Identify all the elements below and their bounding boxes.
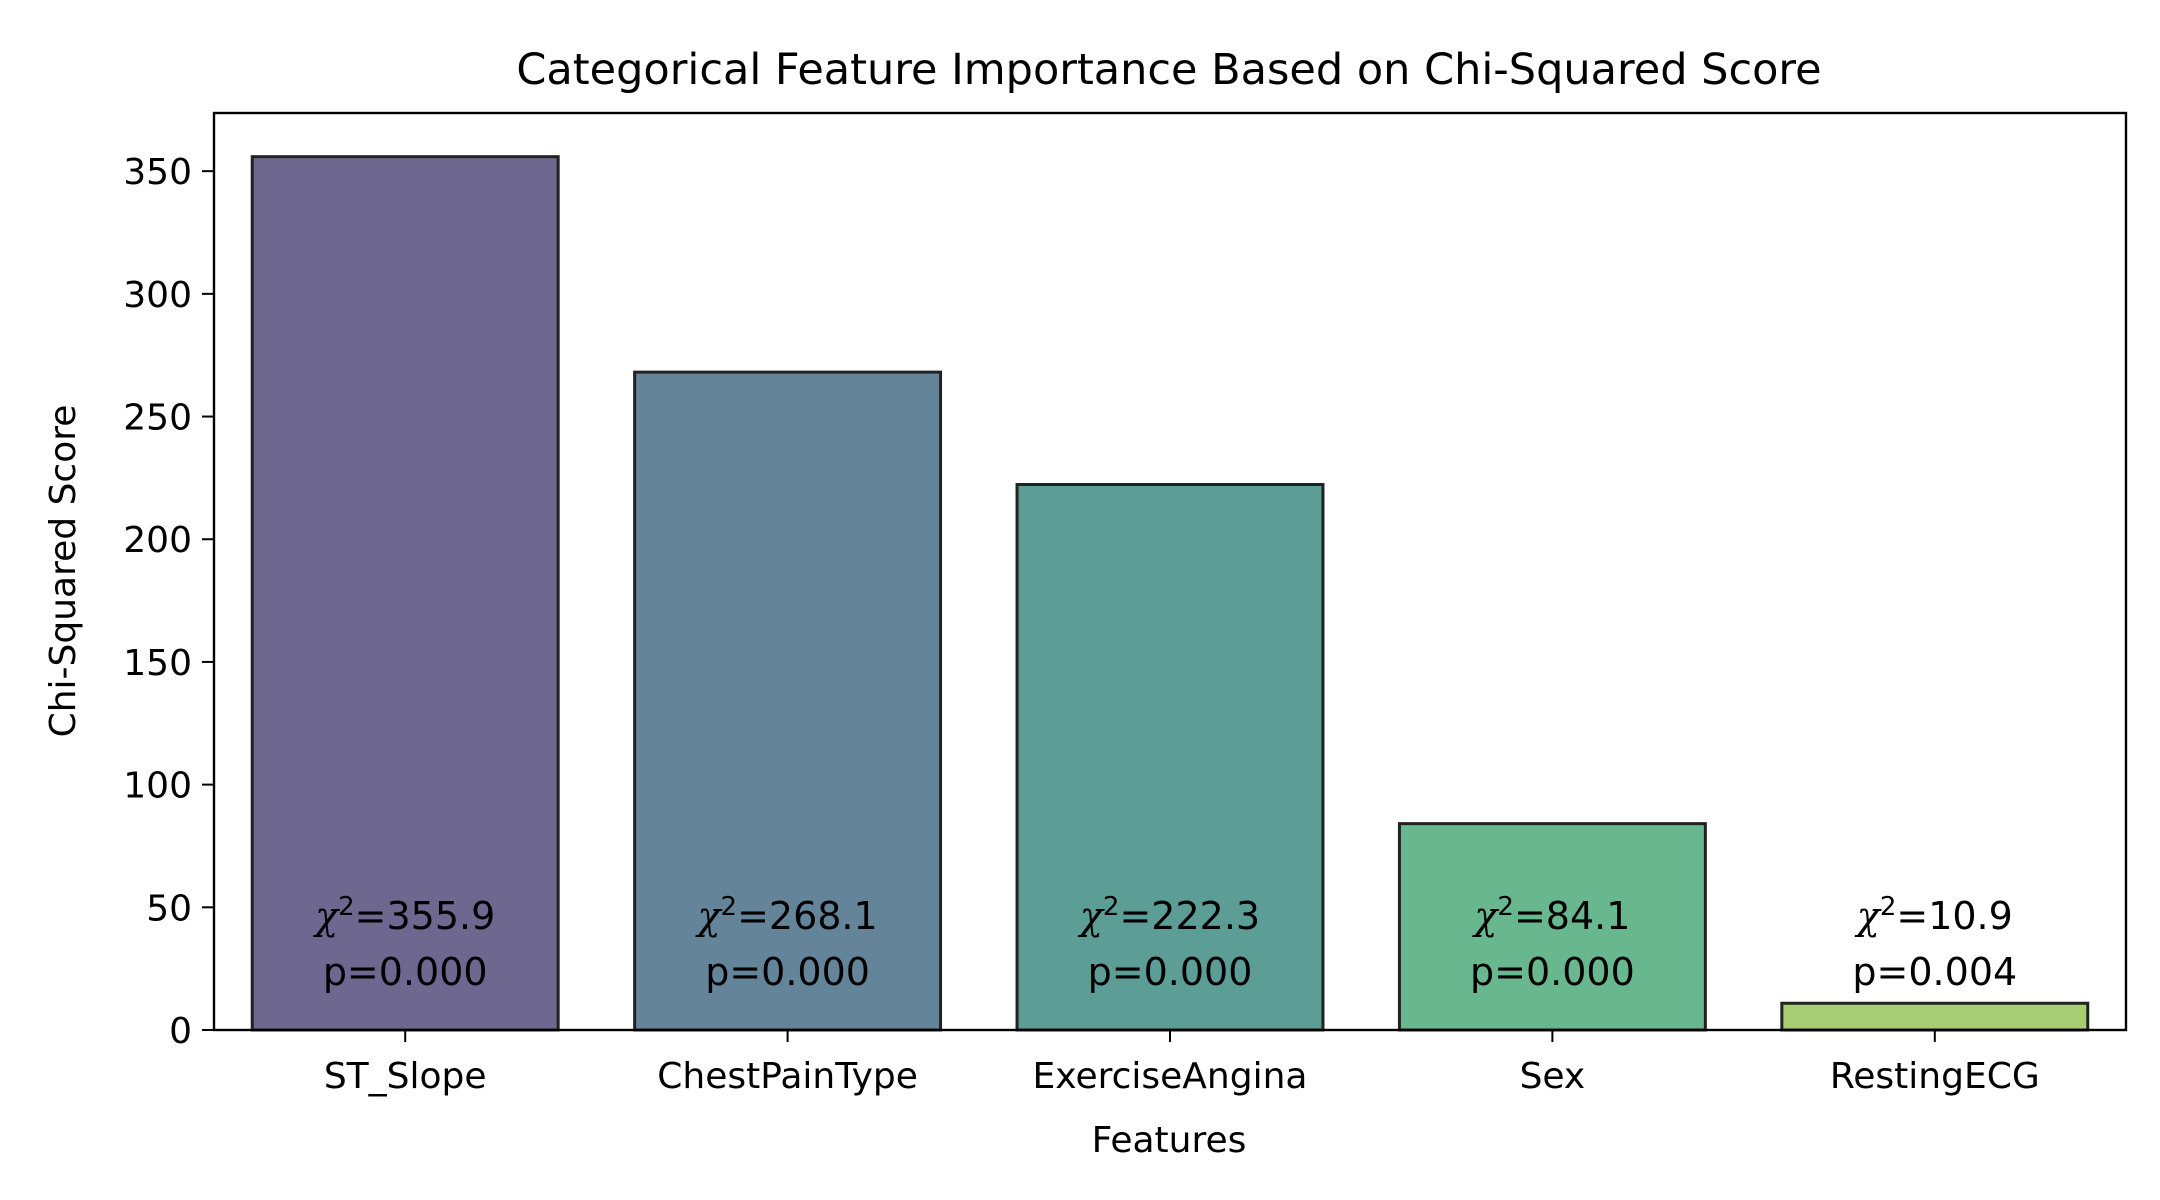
chi-label-chestpaintype: χ2=268.1 xyxy=(694,892,877,938)
bars-layer xyxy=(250,155,2090,1032)
chi-label-exerciseangina: χ2=222.3 xyxy=(1077,892,1260,938)
x-tick-label-chestpaintype: ChestPainType xyxy=(657,1056,918,1097)
bar-st-slope xyxy=(250,155,560,1032)
data-labels-layer: χ2=355.9 p=0.000 χ2=268.1 p=0.000 χ2=222.3 p=… xyxy=(312,892,2017,994)
y-tick-label-200: 200 xyxy=(123,520,192,561)
x-tick-label-st-slope: ST_Slope xyxy=(324,1056,487,1097)
p-label-restingecg: p=0.004 xyxy=(1852,950,2017,994)
x-tick-label-sex: Sex xyxy=(1520,1056,1586,1097)
y-tick-label-150: 150 xyxy=(123,643,192,684)
bar-chestpaintype xyxy=(633,370,943,1032)
p-label-chestpaintype: p=0.000 xyxy=(705,950,870,994)
bar-exerciseangina xyxy=(1015,483,1325,1032)
p-label-st-slope: p=0.000 xyxy=(323,950,488,994)
y-tick-label-0: 0 xyxy=(169,1011,192,1052)
y-axis-label: Chi-Squared Score xyxy=(43,405,84,738)
x-tick-label-exerciseangina: ExerciseAngina xyxy=(1033,1056,1308,1097)
bar-restingecg xyxy=(1780,1001,2090,1032)
y-tick-label-100: 100 xyxy=(123,766,192,807)
y-tick-label-50: 50 xyxy=(146,888,192,929)
chi-label-st-slope: χ2=355.9 xyxy=(312,892,495,938)
chi-label-restingecg: χ2=10.9 xyxy=(1854,892,2013,938)
plot-frame xyxy=(212,111,2128,1032)
chart-title: Categorical Feature Importance Based on … xyxy=(516,45,1821,95)
x-axis-label: Features xyxy=(1092,1120,1247,1161)
y-axis: 0 50 100 150 200 250 300 350 xyxy=(123,152,214,1052)
chi-label-sex: χ2=84.1 xyxy=(1471,892,1630,938)
y-tick-label-250: 250 xyxy=(123,398,192,439)
x-tick-label-restingecg: RestingECG xyxy=(1830,1056,2040,1097)
x-axis: ST_Slope ChestPainType ExerciseAngina Sex Re… xyxy=(324,1030,2040,1097)
y-tick-label-300: 300 xyxy=(123,275,192,316)
p-label-exerciseangina: p=0.000 xyxy=(1088,950,1253,994)
p-label-sex: p=0.000 xyxy=(1470,950,1635,994)
y-tick-label-350: 350 xyxy=(123,152,192,193)
